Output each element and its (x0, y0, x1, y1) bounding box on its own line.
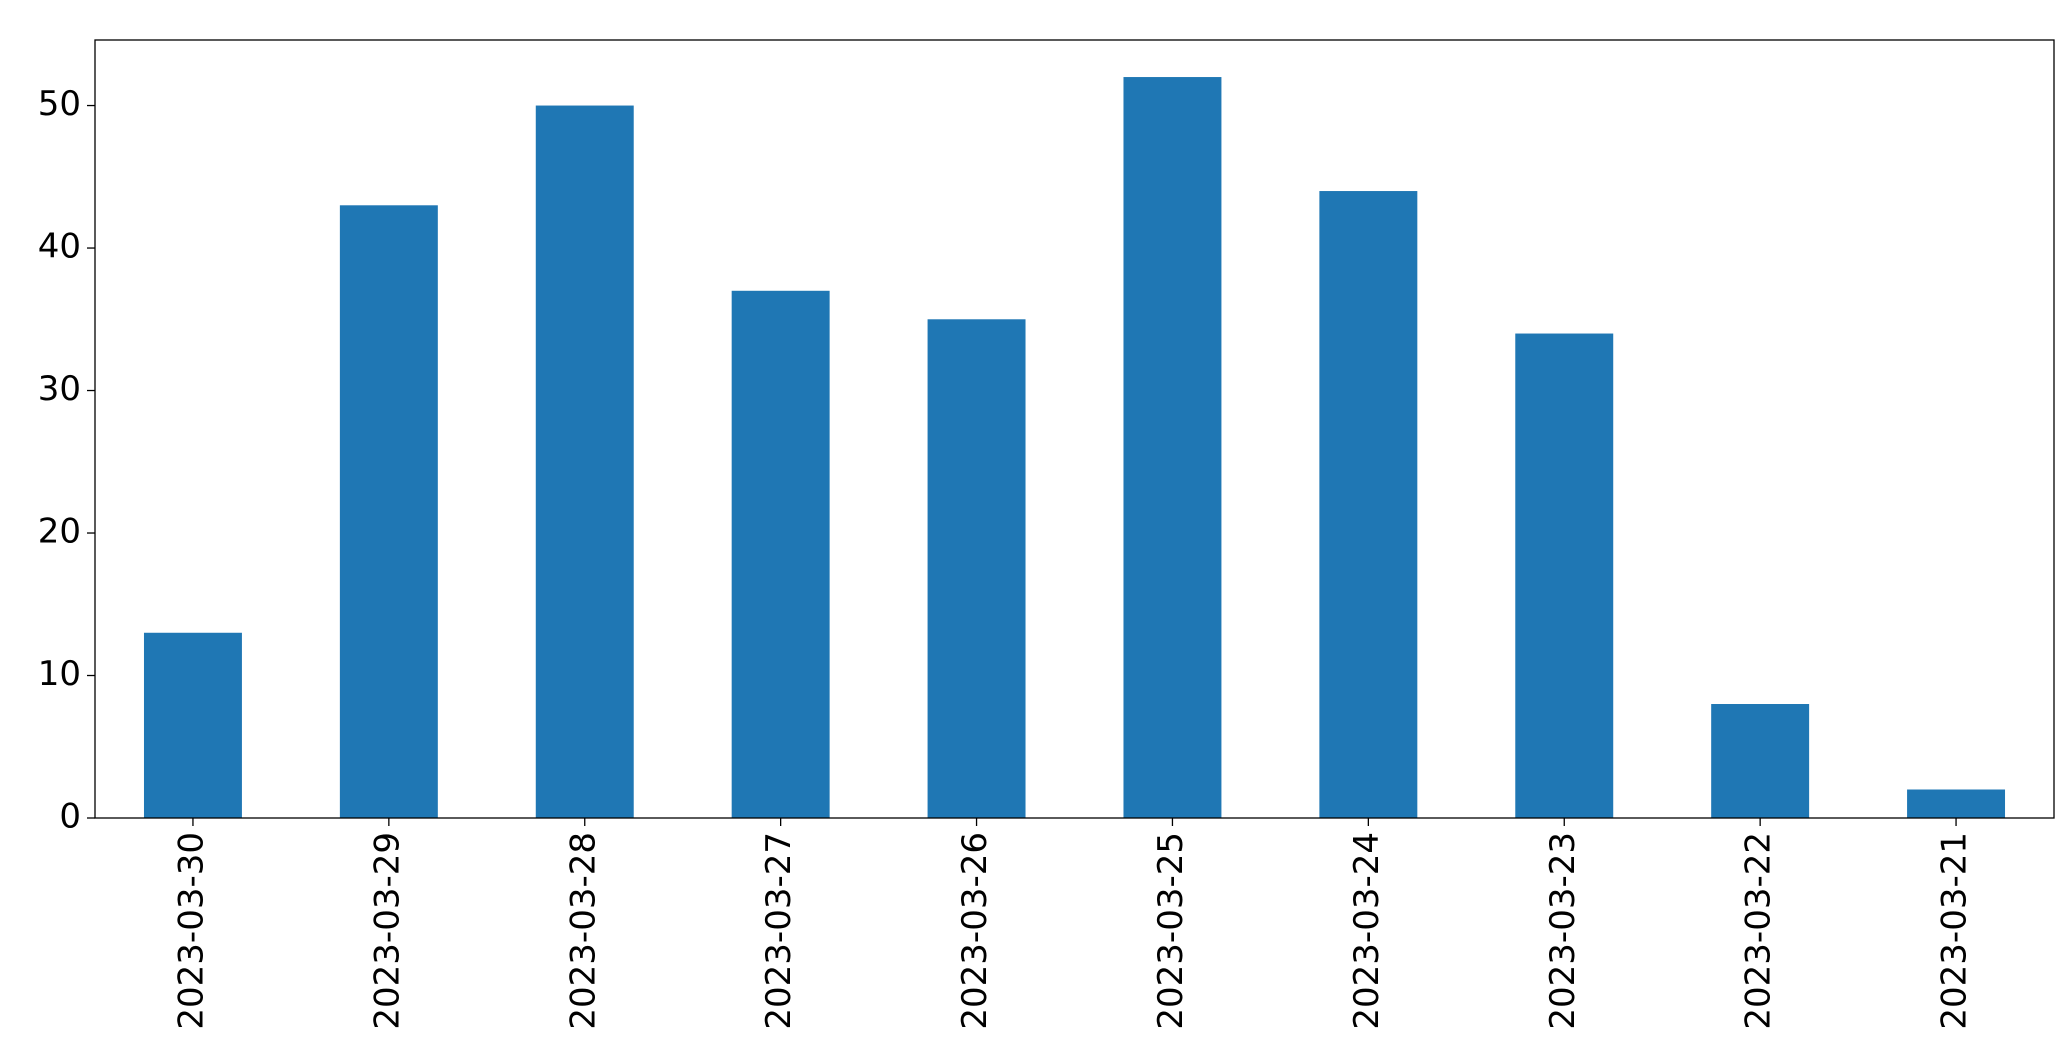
x-tick-label: 2023-03-21 (1935, 832, 1975, 1030)
bar (143, 632, 242, 818)
x-tick-label: 2023-03-28 (563, 832, 603, 1030)
x-tick-label: 2023-03-30 (171, 832, 211, 1030)
x-tick-label: 2023-03-22 (1739, 832, 1779, 1030)
y-tick-label: 40 (38, 227, 81, 267)
x-tick-label: 2023-03-29 (367, 832, 407, 1030)
bar (1711, 704, 1810, 818)
x-tick-label: 2023-03-25 (1151, 832, 1191, 1030)
bar (535, 105, 634, 819)
y-tick-label: 0 (59, 797, 81, 837)
y-tick-label: 10 (38, 654, 81, 694)
bar (731, 290, 830, 818)
bar (1319, 191, 1418, 819)
x-tick-label: 2023-03-23 (1543, 832, 1583, 1030)
x-tick-label: 2023-03-26 (955, 832, 995, 1030)
y-tick-label: 20 (38, 512, 81, 552)
bar (1123, 77, 1222, 819)
x-tick-label: 2023-03-24 (1347, 832, 1387, 1030)
y-tick-label: 50 (38, 84, 81, 124)
bar (927, 319, 1026, 818)
bar (339, 205, 438, 819)
x-tick-label: 2023-03-27 (759, 832, 799, 1030)
bar (1515, 333, 1614, 818)
y-tick-label: 30 (38, 369, 81, 409)
plot-frame (94, 39, 2055, 819)
bar (1907, 789, 2006, 818)
